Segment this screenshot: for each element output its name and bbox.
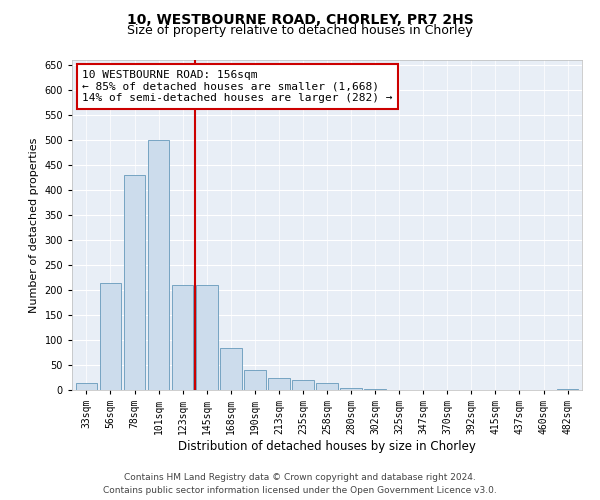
Text: 10 WESTBOURNE ROAD: 156sqm
← 85% of detached houses are smaller (1,668)
14% of s: 10 WESTBOURNE ROAD: 156sqm ← 85% of deta… [82, 70, 392, 103]
Bar [148, 140, 169, 390]
Bar [76, 382, 97, 390]
Text: Contains HM Land Registry data © Crown copyright and database right 2024.
Contai: Contains HM Land Registry data © Crown c… [103, 474, 497, 495]
Bar [292, 380, 314, 390]
Bar [557, 388, 578, 390]
Bar [340, 388, 362, 390]
Bar [220, 348, 242, 390]
Text: Size of property relative to detached houses in Chorley: Size of property relative to detached ho… [127, 24, 473, 37]
Bar [364, 389, 386, 390]
Bar [100, 282, 121, 390]
Bar [172, 285, 193, 390]
Bar [316, 382, 338, 390]
Y-axis label: Number of detached properties: Number of detached properties [29, 138, 39, 312]
Bar [244, 370, 266, 390]
Text: 10, WESTBOURNE ROAD, CHORLEY, PR7 2HS: 10, WESTBOURNE ROAD, CHORLEY, PR7 2HS [127, 12, 473, 26]
X-axis label: Distribution of detached houses by size in Chorley: Distribution of detached houses by size … [178, 440, 476, 453]
Bar [196, 285, 218, 390]
Bar [124, 175, 145, 390]
Bar [268, 378, 290, 390]
